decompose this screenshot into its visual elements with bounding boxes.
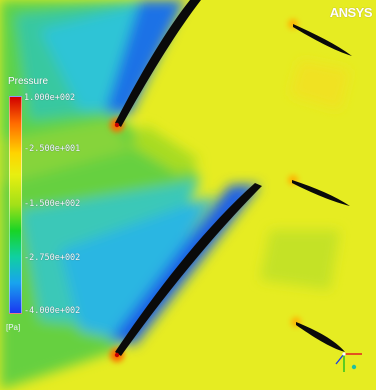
z-axis-line xyxy=(335,353,345,365)
legend-tick-4: -2.750e+002 xyxy=(24,253,81,263)
legend-unit: [Pa] xyxy=(6,323,21,332)
splitter-blade-middle xyxy=(292,180,350,206)
ansys-logo: ANSYS xyxy=(329,5,373,20)
pressure-colorbar xyxy=(9,96,22,314)
legend-tick-2: -2.500e+001 xyxy=(24,144,81,154)
splitter-blade-bottom xyxy=(296,322,345,352)
axis-triad-icon xyxy=(335,352,362,372)
legend-tick-min: -4.000e+002 xyxy=(24,306,81,316)
splitter-blade-top xyxy=(293,24,352,56)
blade-upper xyxy=(115,0,201,127)
legend-title: Pressure xyxy=(8,76,49,87)
legend-tick-max: 1.000e+002 xyxy=(24,93,76,103)
blade-lower xyxy=(115,183,262,356)
legend-tick-3: -1.500e+002 xyxy=(24,199,81,209)
